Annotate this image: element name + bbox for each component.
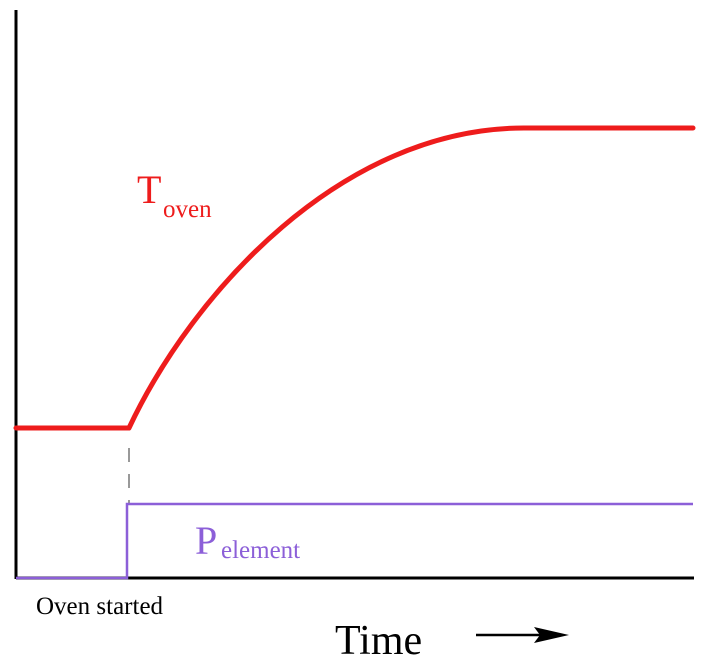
- axes: [14, 10, 694, 580]
- oven-started-label: Oven started: [36, 593, 164, 620]
- oven-temperature-symbol: T: [137, 167, 161, 212]
- element-power-line: [16, 502, 693, 580]
- right-arrow-head: [534, 627, 569, 643]
- oven-temperature-label: T oven: [137, 167, 212, 223]
- element-power-label: P element: [195, 518, 300, 564]
- time-axis-label: Time: [335, 618, 422, 664]
- element-power-subscript: element: [221, 537, 300, 564]
- oven-temperature-subscript: oven: [163, 196, 212, 223]
- element-power-symbol: P: [195, 518, 217, 563]
- oven-temperature-curve: [13, 125, 696, 431]
- right-arrow-icon: [476, 627, 569, 643]
